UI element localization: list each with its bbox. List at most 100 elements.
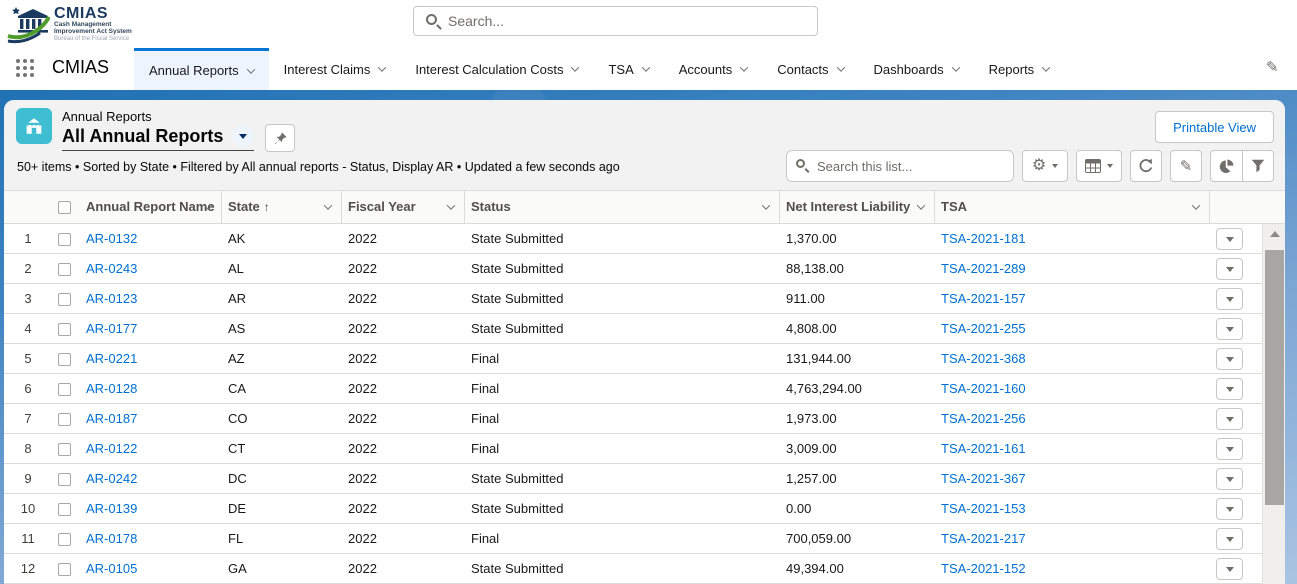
row-checkbox[interactable] <box>58 293 71 306</box>
chevron-down-icon[interactable] <box>571 63 580 72</box>
display-as-button[interactable] <box>1076 150 1122 182</box>
chevron-down-icon[interactable] <box>1041 63 1051 72</box>
list-view-controls-button[interactable]: ⚙ <box>1022 150 1068 182</box>
list-view-title[interactable]: All Annual Reports <box>62 125 224 146</box>
scrollbar-up-button[interactable] <box>1263 224 1285 244</box>
gear-icon: ⚙ <box>1031 157 1047 174</box>
row-actions-button[interactable] <box>1216 408 1243 430</box>
column-header-annual-report-name[interactable]: Annual Report Name <box>80 191 222 223</box>
tsa-link[interactable]: TSA-2021-160 <box>941 381 1026 396</box>
select-all-checkbox[interactable] <box>58 201 71 214</box>
row-actions-button[interactable] <box>1216 288 1243 310</box>
edit-navigation-pencil-icon[interactable]: ✎ <box>1266 59 1279 76</box>
annual-report-link[interactable]: AR-0221 <box>86 351 138 366</box>
annual-report-link[interactable]: AR-0122 <box>86 441 138 456</box>
column-menu-chevron-icon[interactable] <box>446 201 456 210</box>
status-cell: State Submitted <box>471 561 564 576</box>
annual-report-link[interactable]: AR-0132 <box>86 231 138 246</box>
row-actions-button[interactable] <box>1216 528 1243 550</box>
chevron-down-icon[interactable] <box>641 63 650 72</box>
column-header-tsa[interactable]: TSA <box>935 191 1210 223</box>
tsa-link[interactable]: TSA-2021-181 <box>941 231 1026 246</box>
chevron-down-icon[interactable] <box>739 63 749 72</box>
annual-report-link[interactable]: AR-0139 <box>86 501 138 516</box>
row-actions-button[interactable] <box>1216 498 1243 520</box>
nav-tab[interactable]: Interest Calculation Costs <box>400 48 593 90</box>
row-checkbox[interactable] <box>58 413 71 426</box>
column-header-status[interactable]: Status <box>465 191 780 223</box>
tsa-link[interactable]: TSA-2021-161 <box>941 441 1026 456</box>
row-checkbox[interactable] <box>58 533 71 546</box>
row-checkbox[interactable] <box>58 233 71 246</box>
annual-report-link[interactable]: AR-0177 <box>86 321 138 336</box>
row-checkbox[interactable] <box>58 383 71 396</box>
column-header-state[interactable]: State ↑ <box>222 191 342 223</box>
list-search-input[interactable] <box>786 150 1014 182</box>
tsa-link[interactable]: TSA-2021-217 <box>941 531 1026 546</box>
tsa-link[interactable]: TSA-2021-368 <box>941 351 1026 366</box>
filter-button[interactable] <box>1242 151 1273 181</box>
chevron-down-icon[interactable] <box>836 63 845 72</box>
row-actions-button[interactable] <box>1216 318 1243 340</box>
row-actions-button[interactable] <box>1216 228 1243 250</box>
inline-edit-button[interactable]: ✎ <box>1170 150 1202 182</box>
nav-tab[interactable]: Accounts <box>664 48 762 90</box>
table-row: 4 AR-0177 AS 2022 State Submitted 4,808.… <box>4 314 1285 344</box>
printable-view-button[interactable]: Printable View <box>1155 111 1274 143</box>
row-actions-button[interactable] <box>1216 258 1243 280</box>
tsa-link[interactable]: TSA-2021-367 <box>941 471 1026 486</box>
annual-report-link[interactable]: AR-0243 <box>86 261 138 276</box>
pin-list-view-button[interactable] <box>265 124 296 152</box>
row-checkbox[interactable] <box>58 443 71 456</box>
fiscal-year-cell: 2022 <box>348 381 377 396</box>
column-header-net-interest-liability[interactable]: Net Interest Liability <box>780 191 935 223</box>
row-checkbox[interactable] <box>58 263 71 276</box>
refresh-button[interactable] <box>1130 150 1162 182</box>
nav-tab[interactable]: TSA <box>593 48 663 90</box>
nav-tab[interactable]: Contacts <box>762 48 858 90</box>
tsa-link[interactable]: TSA-2021-289 <box>941 261 1026 276</box>
column-menu-chevron-icon[interactable] <box>1191 201 1201 210</box>
tsa-link[interactable]: TSA-2021-256 <box>941 411 1026 426</box>
show-charts-button[interactable] <box>1211 151 1242 181</box>
list-view-selector-button[interactable] <box>232 125 255 147</box>
tsa-link[interactable]: TSA-2021-255 <box>941 321 1026 336</box>
row-checkbox[interactable] <box>58 473 71 486</box>
chevron-down-icon[interactable] <box>951 63 960 72</box>
logo-line3: Bureau of the Fiscal Service <box>54 35 130 42</box>
row-checkbox[interactable] <box>58 563 71 576</box>
table-icon <box>1085 159 1101 173</box>
nav-tab[interactable]: Reports <box>974 48 1065 90</box>
nav-tab[interactable]: Interest Claims <box>269 48 401 90</box>
chevron-down-icon[interactable] <box>246 64 255 74</box>
tsa-link[interactable]: TSA-2021-152 <box>941 561 1026 576</box>
row-checkbox[interactable] <box>58 353 71 366</box>
annual-report-link[interactable]: AR-0128 <box>86 381 138 396</box>
annual-report-link[interactable]: AR-0105 <box>86 561 138 576</box>
list-summary-text: 50+ items • Sorted by State • Filtered b… <box>17 160 620 174</box>
row-checkbox[interactable] <box>58 323 71 336</box>
row-actions-button[interactable] <box>1216 348 1243 370</box>
annual-report-link[interactable]: AR-0242 <box>86 471 138 486</box>
row-checkbox[interactable] <box>58 503 71 516</box>
tsa-link[interactable]: TSA-2021-153 <box>941 501 1026 516</box>
row-actions-button[interactable] <box>1216 378 1243 400</box>
annual-report-link[interactable]: AR-0123 <box>86 291 138 306</box>
nav-tab[interactable]: Dashboards <box>859 48 974 90</box>
column-menu-chevron-icon[interactable] <box>916 201 926 210</box>
annual-report-link[interactable]: AR-0178 <box>86 531 138 546</box>
row-actions-button[interactable] <box>1216 558 1243 580</box>
nav-tab[interactable]: Annual Reports <box>134 48 269 90</box>
row-actions-button[interactable] <box>1216 468 1243 490</box>
column-header-fiscal-year[interactable]: Fiscal Year <box>342 191 465 223</box>
column-menu-chevron-icon[interactable] <box>761 201 771 210</box>
status-cell: State Submitted <box>471 321 564 336</box>
annual-report-link[interactable]: AR-0187 <box>86 411 138 426</box>
global-search-input[interactable] <box>413 6 818 36</box>
column-menu-chevron-icon[interactable] <box>323 201 333 210</box>
scrollbar-thumb[interactable] <box>1265 250 1284 505</box>
chevron-down-icon[interactable] <box>378 63 387 72</box>
app-launcher-waffle-icon[interactable] <box>16 59 36 79</box>
tsa-link[interactable]: TSA-2021-157 <box>941 291 1026 306</box>
row-actions-button[interactable] <box>1216 438 1243 460</box>
